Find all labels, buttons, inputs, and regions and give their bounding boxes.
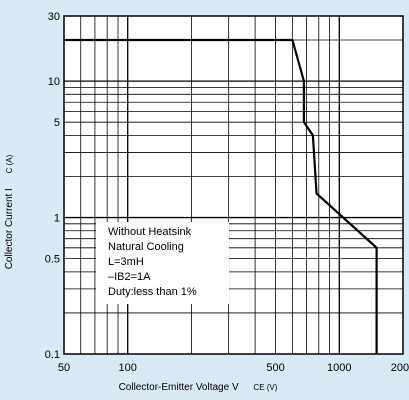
x-tick-label: 50 — [58, 362, 70, 374]
y-axis-label-sub: C (A) — [5, 154, 14, 173]
y-tick-label: 30 — [48, 11, 60, 23]
x-tick-label: 500 — [266, 362, 284, 374]
x-axis-label-main: Collector-Emitter Voltage V — [119, 382, 239, 393]
y-axis-label: Collector Current I C (A) — [4, 154, 15, 269]
y-tick-label: 10 — [48, 76, 60, 88]
annotation-line: Without Heatsink — [108, 226, 192, 238]
plot-frame — [63, 15, 404, 355]
annotation-line: Natural Cooling — [108, 241, 184, 253]
y-tick-label: 0.1 — [45, 349, 60, 361]
annotation-line: L=3mH — [108, 256, 144, 268]
y-tick-label: 5 — [54, 117, 60, 129]
y-tick-label: 1 — [54, 213, 60, 225]
annotation-box — [96, 222, 229, 304]
plot-layer: Without Heatsink Natural Cooling L=3mH –IB2… — [45, 11, 409, 374]
x-axis-label-sub: CE (V) — [253, 383, 277, 392]
annotation-line: –IB2=1A — [108, 271, 151, 283]
x-tick-label: 100 — [119, 362, 137, 374]
y-axis-label-main: Collector Current I — [4, 188, 15, 269]
y-tick-label: 0.5 — [45, 254, 60, 266]
x-axis-label: Collector-Emitter Voltage V CE (V) — [119, 382, 278, 393]
x-tick-label: 1000 — [327, 362, 351, 374]
annotation-line: Duty:less than 1% — [108, 286, 197, 298]
soa-curve — [64, 38, 378, 354]
